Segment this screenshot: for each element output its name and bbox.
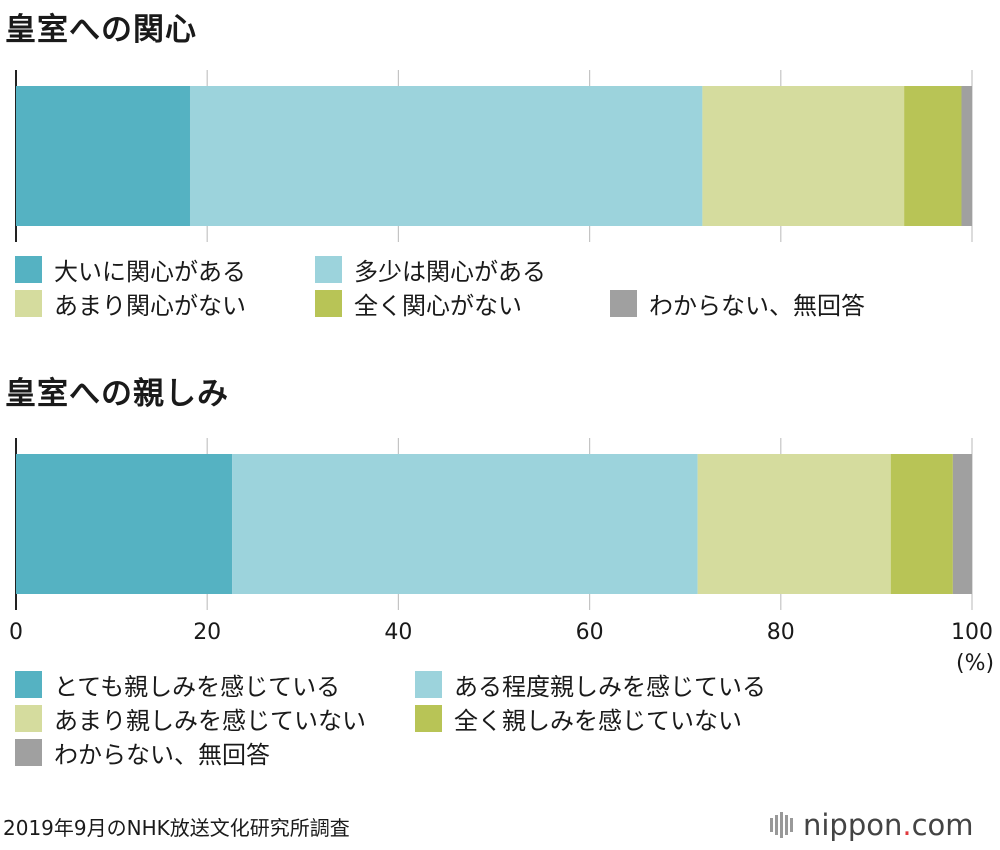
legend-item: 多少は関心がある bbox=[315, 254, 546, 286]
legend-item: ある程度親しみを感じている bbox=[415, 669, 766, 701]
legend-swatch bbox=[15, 289, 42, 317]
legend-label: わからない、無回答 bbox=[54, 740, 270, 769]
legend-item: 全く関心がない bbox=[315, 288, 522, 320]
legend-label: あまり関心がない bbox=[54, 291, 246, 320]
chart-2-plot bbox=[15, 438, 973, 610]
legend-label: とても親しみを感じている bbox=[54, 672, 341, 701]
bar-segment-5 bbox=[961, 86, 972, 226]
legend-swatch bbox=[15, 255, 42, 283]
legend-label: 全く親しみを感じていない bbox=[454, 706, 742, 735]
legend-swatch bbox=[15, 704, 42, 732]
legend-swatch bbox=[15, 738, 42, 766]
legend-item: あまり親しみを感じていない bbox=[15, 703, 366, 735]
legend-swatch bbox=[610, 289, 637, 317]
legend-item: とても親しみを感じている bbox=[15, 669, 341, 701]
legend-swatch bbox=[315, 255, 342, 283]
nippon-logo: nippon. com bbox=[770, 808, 974, 842]
x-axis-unit: (%) bbox=[956, 651, 995, 676]
chart-1-plot bbox=[15, 70, 973, 242]
bar-segment-3 bbox=[697, 454, 891, 594]
logo-name: nippon bbox=[803, 808, 903, 842]
x-tick-label: 100 bbox=[951, 620, 993, 645]
legend-swatch bbox=[415, 704, 442, 732]
chart-2-title: 皇室への親しみ bbox=[5, 376, 229, 412]
x-tick-label: 20 bbox=[193, 620, 222, 645]
source-note: 2019年9月のNHK放送文化研究所調査 bbox=[3, 816, 350, 840]
x-tick-label: 40 bbox=[384, 620, 413, 645]
legend-item: あまり関心がない bbox=[15, 288, 246, 320]
legend-label: 多少は関心がある bbox=[354, 257, 546, 286]
x-tick-label: 80 bbox=[766, 620, 795, 645]
legend-label: あまり親しみを感じていない bbox=[54, 706, 366, 735]
bar-segment-1 bbox=[16, 454, 233, 594]
bar-segment-2 bbox=[189, 86, 703, 226]
x-tick-label: 60 bbox=[575, 620, 604, 645]
logo-bars-icon bbox=[770, 812, 795, 838]
logo-suffix: com bbox=[911, 808, 974, 842]
legend-swatch bbox=[15, 670, 42, 698]
chart-1-title: 皇室への関心 bbox=[5, 12, 197, 48]
legend-item: 大いに関心がある bbox=[15, 254, 246, 286]
bar-segment-1 bbox=[16, 86, 190, 226]
bar-segment-5 bbox=[952, 454, 972, 594]
legend-item: わからない、無回答 bbox=[15, 737, 270, 769]
legend-item: わからない、無回答 bbox=[610, 288, 865, 320]
legend-label: 全く関心がない bbox=[354, 291, 522, 320]
legend-label: ある程度親しみを感じている bbox=[454, 672, 766, 701]
bar-segment-4 bbox=[904, 86, 962, 226]
x-tick-label: 0 bbox=[9, 620, 23, 645]
legend-label: わからない、無回答 bbox=[649, 291, 865, 320]
bar-segment-2 bbox=[232, 454, 698, 594]
legend-swatch bbox=[415, 670, 442, 698]
bar-segment-3 bbox=[702, 86, 905, 226]
logo-dot: . bbox=[902, 808, 912, 842]
bar-segment-4 bbox=[890, 454, 953, 594]
legend-swatch bbox=[315, 289, 342, 317]
legend-label: 大いに関心がある bbox=[54, 257, 246, 286]
legend-item: 全く親しみを感じていない bbox=[415, 703, 742, 735]
